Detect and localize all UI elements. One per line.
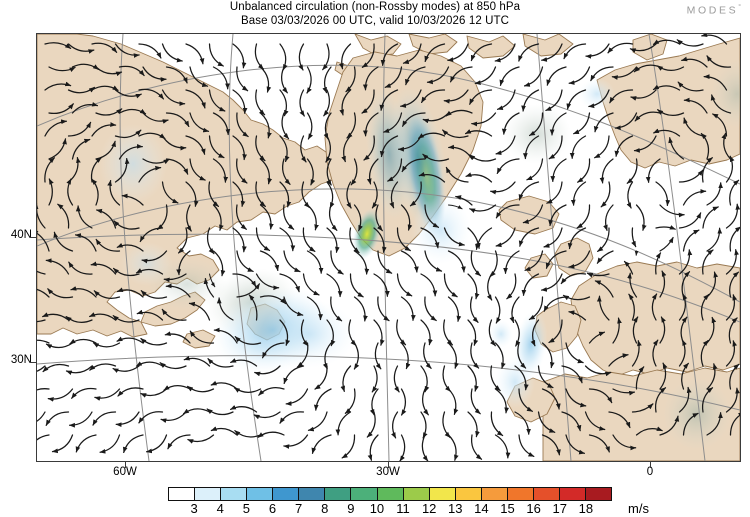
colorbar-tick-18: 18 [571, 501, 601, 516]
shade-gibraltar [495, 356, 535, 408]
colorbar-segment-8 [378, 488, 404, 500]
lon-tick-0 [650, 462, 651, 468]
map-svg [37, 34, 740, 461]
colorbar-segment-7 [351, 488, 377, 500]
colorbar-segment-4 [273, 488, 299, 500]
page-title: Unbalanced circulation (non-Rossby modes… [0, 1, 750, 15]
colorbar-segment-0 [169, 488, 195, 500]
chart-title-block: Unbalanced circulation (non-Rossby modes… [0, 1, 750, 28]
colorbar [168, 487, 612, 501]
lon-tick-60w [125, 462, 126, 468]
colorbar-segment-5 [299, 488, 325, 500]
shade-north-atlantic-north [503, 104, 571, 164]
shade-denmark-strait [411, 196, 471, 264]
shade-vortex-outer [261, 300, 357, 368]
shade-iberia-west [489, 320, 513, 348]
colorbar-segment-9 [404, 488, 430, 500]
modes-logo-text: MODES [687, 5, 739, 17]
chart-subtitle: Base 03/03/2026 00 UTC, valid 10/03/2026… [0, 15, 750, 29]
modes-logo-mark: ° [738, 4, 741, 11]
lon-tick-30w [388, 462, 389, 468]
colorbar-segment-12 [482, 488, 508, 500]
colorbar-segment-14 [534, 488, 560, 500]
lat-label-40n: 40N [0, 229, 32, 241]
lat-tick-40n [30, 237, 37, 238]
colorbar-segment-10 [430, 488, 456, 500]
lat-label-30n: 30N [0, 354, 32, 366]
colorbar-segment-16 [586, 488, 611, 500]
lat-tick-30n [30, 362, 37, 363]
colorbar-units: m/s [628, 501, 649, 516]
colorbar-segment-13 [508, 488, 534, 500]
map-panel [36, 33, 741, 462]
colorbar-segment-1 [195, 488, 221, 500]
colorbar-segment-11 [456, 488, 482, 500]
shade-norwegian-sea [579, 78, 615, 110]
colorbar-segment-2 [221, 488, 247, 500]
colorbar-segment-15 [560, 488, 586, 500]
modes-logo: MODES° [687, 4, 741, 17]
colorbar-segment-3 [247, 488, 273, 500]
colorbar-segment-6 [325, 488, 351, 500]
